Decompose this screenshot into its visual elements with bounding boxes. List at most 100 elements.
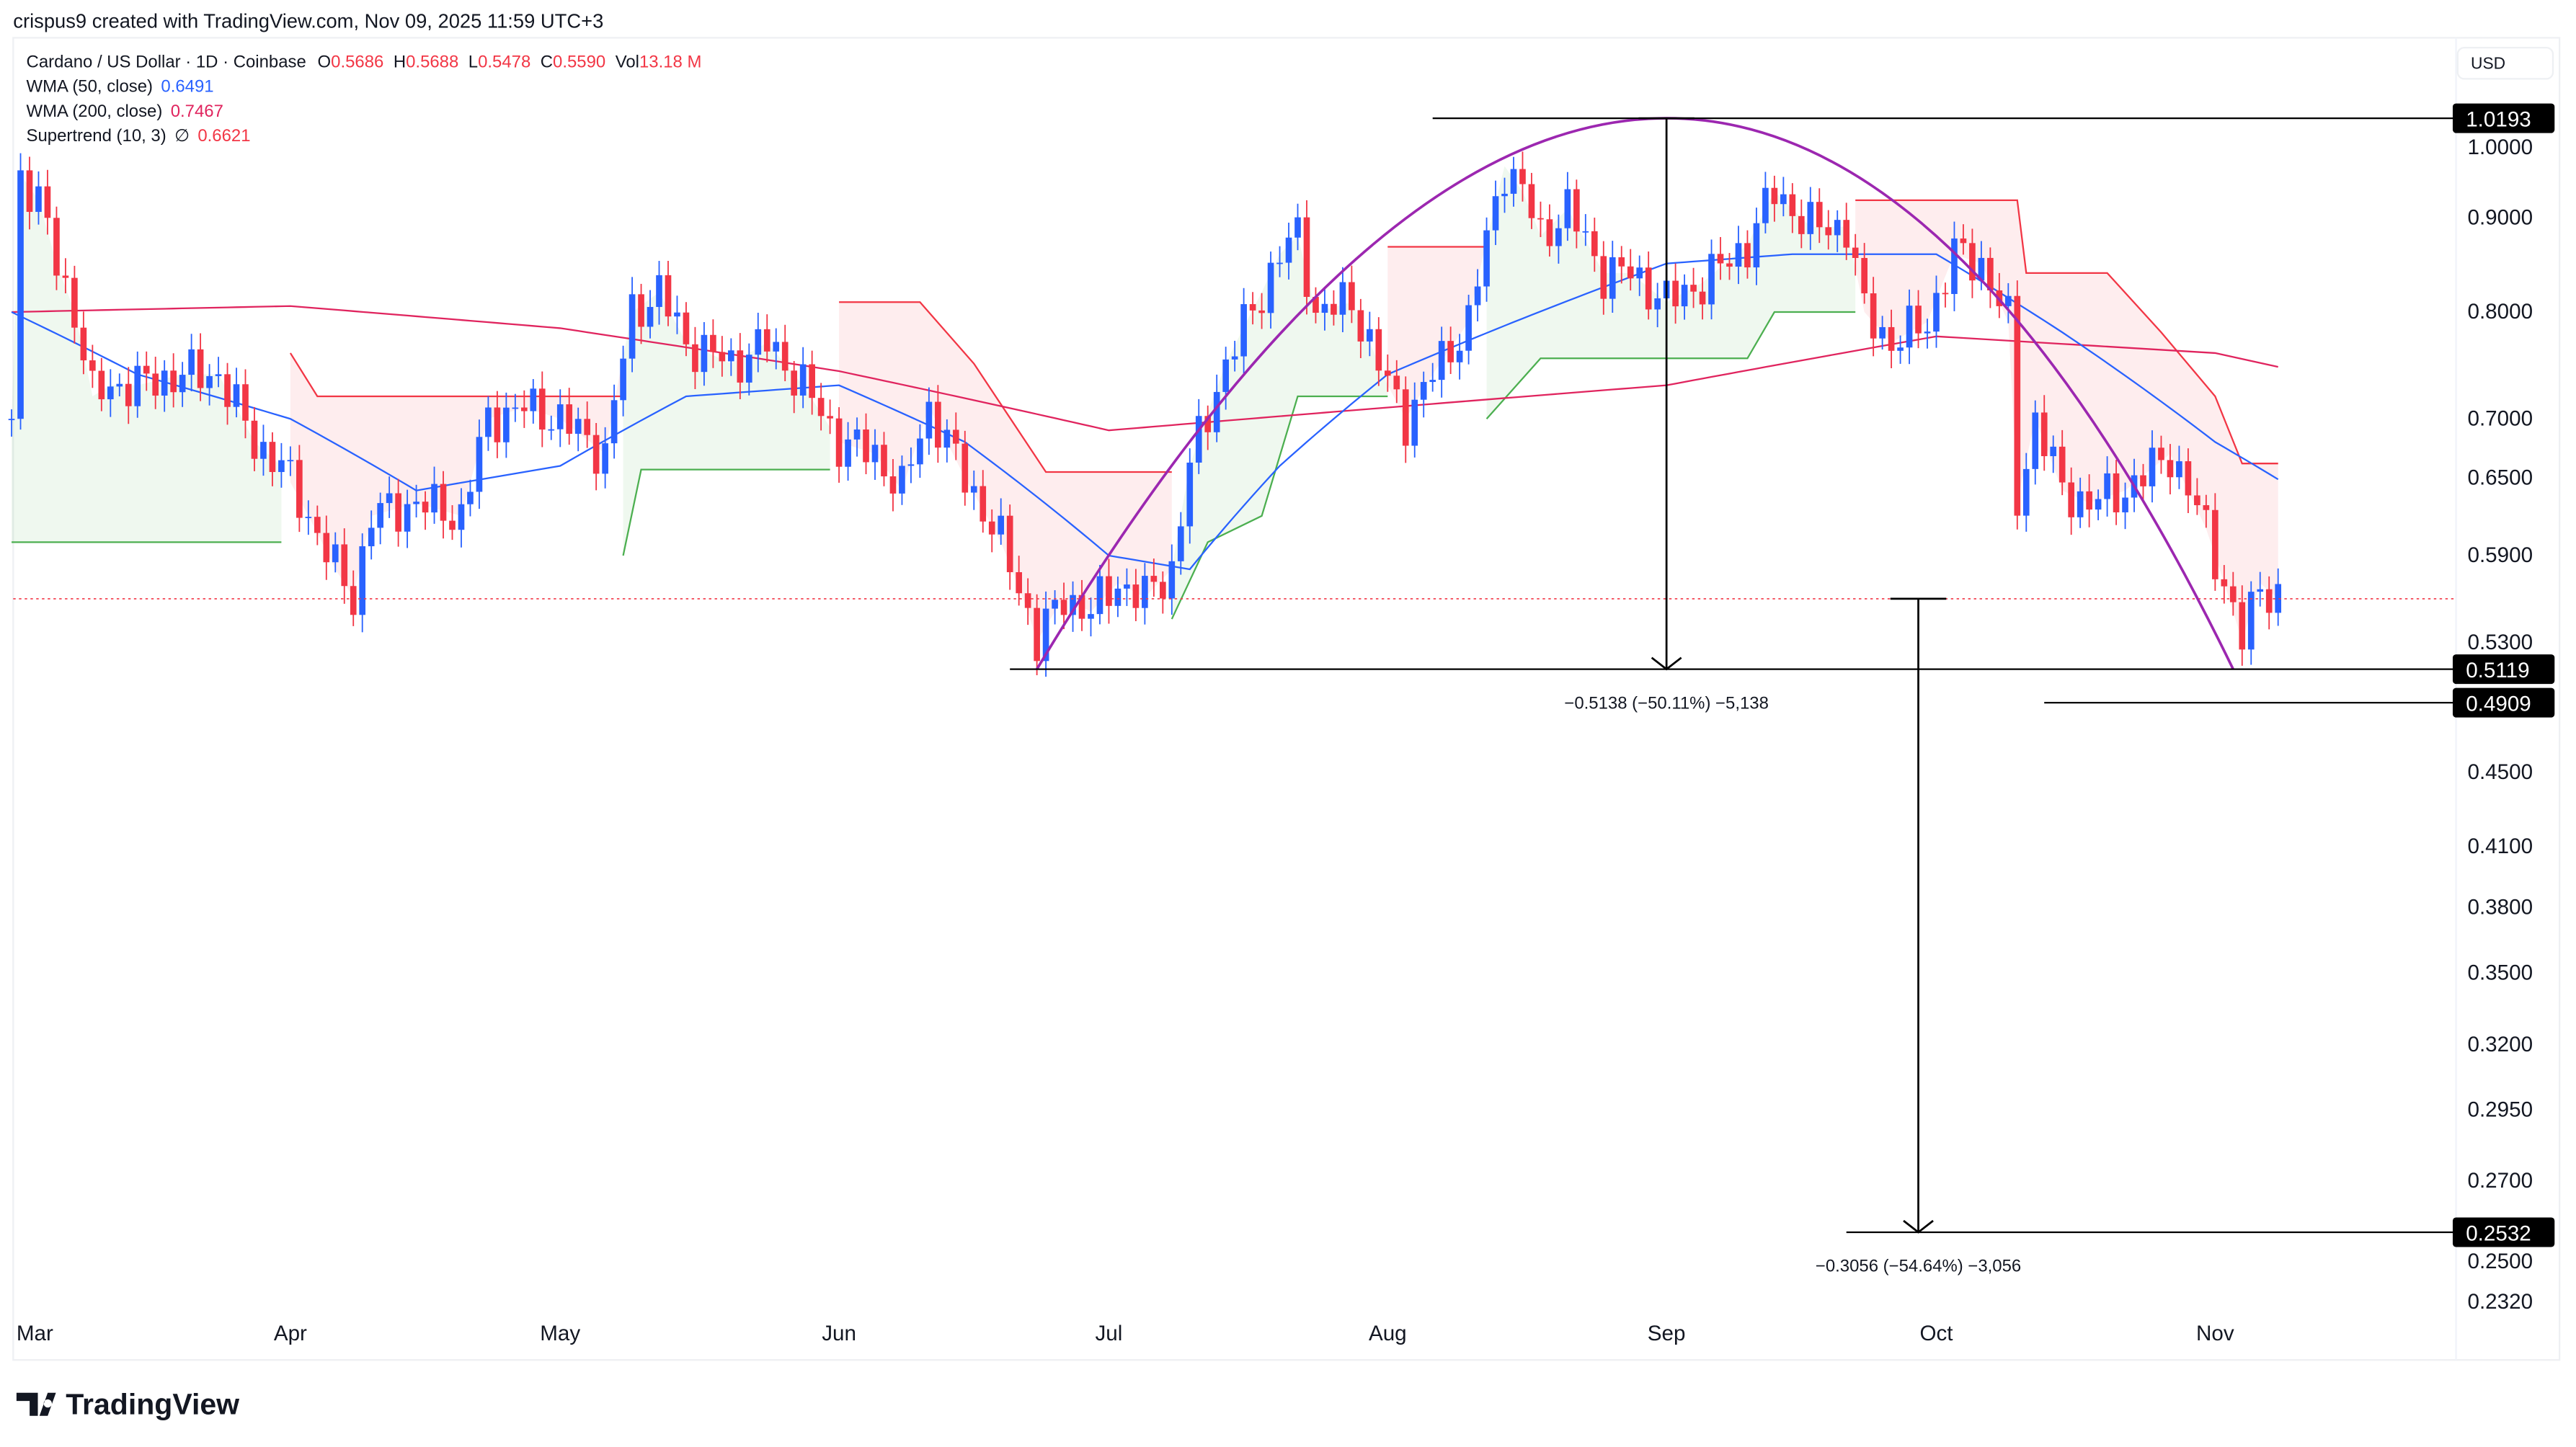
candle[interactable] (952, 412, 959, 460)
candle[interactable] (1717, 236, 1724, 280)
candle[interactable] (574, 407, 582, 452)
candle[interactable] (1834, 210, 1841, 252)
candle[interactable] (1285, 222, 1292, 280)
candle[interactable] (701, 321, 708, 386)
candle[interactable] (1177, 512, 1184, 575)
candle[interactable] (512, 393, 519, 422)
candle[interactable] (1951, 221, 1958, 311)
candle[interactable] (2203, 494, 2210, 528)
candle[interactable] (251, 406, 258, 471)
candle[interactable] (125, 367, 132, 424)
candle[interactable] (602, 427, 608, 489)
candle[interactable] (1888, 309, 1895, 368)
candle[interactable] (1528, 172, 1535, 229)
candle[interactable] (116, 373, 123, 396)
candle[interactable] (763, 314, 770, 362)
candle[interactable] (1096, 564, 1103, 625)
candle[interactable] (538, 371, 546, 448)
candle[interactable] (1744, 230, 1751, 279)
candle[interactable] (584, 401, 591, 448)
candle[interactable] (1303, 200, 1310, 315)
candle[interactable] (476, 419, 483, 509)
candle[interactable] (1825, 210, 1832, 250)
candle[interactable] (925, 387, 933, 455)
candle[interactable] (1465, 295, 1472, 365)
candle[interactable] (1367, 311, 1373, 357)
candle[interactable] (206, 364, 213, 406)
candle[interactable] (179, 362, 186, 407)
candle[interactable] (943, 419, 951, 463)
candle[interactable] (1762, 172, 1769, 233)
candle[interactable] (395, 478, 401, 547)
candle[interactable] (1789, 183, 1796, 233)
candle[interactable] (1879, 316, 1886, 350)
candle[interactable] (1492, 180, 1499, 246)
candle[interactable] (323, 515, 330, 580)
candle[interactable] (467, 479, 474, 517)
candle[interactable] (2247, 581, 2255, 665)
candle[interactable] (215, 357, 222, 388)
candle[interactable] (1699, 277, 1706, 320)
candle[interactable] (1313, 287, 1319, 324)
candle[interactable] (1564, 172, 1571, 241)
candle[interactable] (1510, 156, 1517, 207)
candle[interactable] (1618, 246, 1625, 284)
candle[interactable] (556, 389, 564, 448)
candle[interactable] (1726, 253, 1733, 280)
candle[interactable] (431, 466, 438, 524)
symbol-name[interactable]: Cardano / US Dollar · 1D · Coinbase (27, 52, 306, 71)
candle[interactable] (485, 396, 492, 451)
candle[interactable] (935, 385, 941, 463)
candle[interactable] (1276, 246, 1283, 277)
currency-button[interactable]: USD (2456, 46, 2554, 80)
candle[interactable] (1150, 558, 1158, 597)
candle[interactable] (1807, 187, 1814, 250)
candle[interactable] (1537, 201, 1544, 237)
candle[interactable] (620, 345, 626, 417)
candle[interactable] (1627, 249, 1634, 291)
candle[interactable] (988, 509, 995, 553)
candle[interactable] (2149, 430, 2156, 503)
candle[interactable] (1420, 371, 1427, 418)
candle[interactable] (1016, 556, 1022, 606)
candle[interactable] (107, 369, 114, 417)
legend-wma200[interactable]: WMA (200, close) 0.7467 (27, 102, 223, 121)
candle[interactable] (1294, 203, 1301, 251)
candle[interactable] (791, 361, 798, 414)
candle[interactable] (1852, 233, 1859, 276)
candle[interactable] (1142, 563, 1148, 625)
candle[interactable] (1339, 267, 1346, 332)
candle[interactable] (719, 336, 726, 377)
candle[interactable] (17, 153, 24, 430)
candle[interactable] (1771, 175, 1778, 222)
candle[interactable] (1969, 228, 1976, 298)
candle[interactable] (341, 528, 348, 604)
candle[interactable] (2004, 282, 2012, 324)
candle[interactable] (853, 417, 861, 457)
candle[interactable] (1411, 382, 1418, 458)
candle[interactable] (44, 169, 51, 235)
candle[interactable] (907, 447, 915, 484)
candle[interactable] (1735, 226, 1742, 285)
candle[interactable] (2113, 460, 2120, 525)
candle[interactable] (1708, 239, 1715, 320)
candle[interactable] (755, 312, 762, 373)
candle[interactable] (449, 505, 456, 540)
candle[interactable] (520, 390, 528, 428)
candle[interactable] (1186, 448, 1194, 544)
candle[interactable] (2158, 435, 2164, 474)
candle[interactable] (1816, 188, 1823, 244)
candle[interactable] (1349, 265, 1355, 324)
candle[interactable] (1429, 362, 1436, 392)
candle[interactable] (2140, 463, 2146, 502)
candle[interactable] (1088, 597, 1094, 637)
candle[interactable] (1402, 376, 1409, 463)
candle[interactable] (188, 334, 195, 392)
candle[interactable] (1780, 177, 1787, 217)
candle[interactable] (656, 261, 662, 325)
candle[interactable] (2122, 482, 2128, 530)
candle[interactable] (2212, 493, 2219, 591)
candle[interactable] (233, 368, 240, 418)
candle[interactable] (1024, 578, 1031, 625)
candle[interactable] (1933, 275, 1940, 348)
